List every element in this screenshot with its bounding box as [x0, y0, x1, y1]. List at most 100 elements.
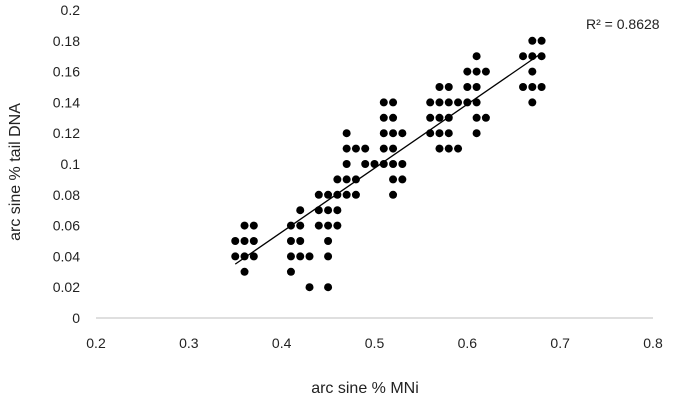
data-point	[472, 52, 481, 61]
data-point	[444, 144, 453, 153]
data-point	[398, 160, 407, 168]
data-point	[444, 113, 453, 122]
data-point	[528, 83, 537, 91]
data-point	[296, 237, 305, 245]
y-tick-label: 0.16	[53, 64, 80, 80]
data-point	[379, 98, 388, 107]
trendline	[234, 52, 542, 265]
y-tick-label: 0.04	[53, 248, 80, 264]
data-point	[342, 144, 351, 153]
data-point	[342, 129, 351, 138]
x-tick-label: 0.3	[179, 335, 199, 351]
data-point	[324, 283, 333, 292]
data-point	[296, 252, 305, 261]
data-point	[296, 206, 305, 215]
data-point	[519, 83, 528, 91]
data-point	[324, 237, 333, 245]
data-point	[463, 83, 472, 91]
data-point	[361, 144, 370, 153]
data-point	[249, 221, 258, 230]
data-point	[481, 67, 490, 76]
data-point	[528, 52, 537, 61]
y-tick-label: 0.2	[61, 2, 81, 18]
data-point	[398, 129, 407, 138]
data-point	[444, 129, 453, 138]
data-point	[426, 113, 435, 122]
data-point	[370, 160, 379, 168]
r-squared-annotation: R² = 0.8628	[586, 16, 660, 32]
data-point	[519, 52, 528, 61]
data-point	[333, 206, 342, 215]
data-point	[333, 175, 342, 184]
data-point	[231, 252, 240, 261]
x-axis-ticks: 0.2 0.3 0.4 0.5 0.6 0.7 0.8	[86, 335, 663, 351]
data-point	[528, 36, 537, 45]
data-point	[472, 98, 481, 107]
data-point	[389, 175, 398, 184]
y-tick-label: 0.18	[53, 33, 80, 49]
data-point	[305, 252, 314, 261]
data-point	[537, 52, 546, 61]
data-point	[240, 221, 249, 230]
data-point	[379, 144, 388, 153]
x-tick-label: 0.8	[643, 335, 663, 351]
data-point	[296, 221, 305, 230]
data-point	[528, 98, 537, 107]
data-point	[472, 129, 481, 138]
data-point	[351, 144, 360, 153]
data-point	[537, 83, 546, 91]
x-tick-label: 0.4	[272, 335, 292, 351]
data-point	[240, 237, 249, 245]
data-point	[286, 221, 295, 230]
data-point	[389, 113, 398, 122]
x-tick-label: 0.7	[550, 335, 570, 351]
y-tick-label: 0.02	[53, 279, 80, 295]
data-point	[324, 190, 333, 199]
y-tick-label: 0.08	[53, 187, 80, 203]
data-point	[472, 83, 481, 91]
data-point	[342, 160, 351, 168]
data-point	[324, 206, 333, 215]
data-point	[351, 190, 360, 199]
data-point	[435, 113, 444, 122]
data-point	[537, 36, 546, 45]
data-point	[305, 283, 314, 292]
data-point	[379, 160, 388, 168]
data-point	[286, 252, 295, 261]
data-point	[333, 221, 342, 230]
data-point	[314, 221, 323, 230]
data-point	[398, 175, 407, 184]
x-tick-label: 0.2	[86, 335, 106, 351]
data-point	[342, 175, 351, 184]
data-point	[379, 129, 388, 138]
data-point	[342, 190, 351, 199]
data-point	[435, 144, 444, 153]
data-point	[249, 252, 258, 261]
x-tick-label: 0.6	[458, 335, 478, 351]
data-point	[389, 144, 398, 153]
data-point	[481, 113, 490, 122]
data-point	[351, 175, 360, 184]
data-point	[361, 160, 370, 168]
data-point	[454, 98, 463, 107]
y-axis-title: arc sine % tail DNA	[7, 103, 24, 241]
data-point	[286, 267, 295, 276]
y-tick-label: 0.1	[61, 156, 81, 172]
data-point	[286, 237, 295, 245]
data-point	[389, 160, 398, 168]
data-point	[444, 98, 453, 107]
data-points	[231, 36, 546, 292]
data-point	[389, 98, 398, 107]
data-point	[472, 113, 481, 122]
data-point	[426, 98, 435, 107]
data-point	[314, 206, 323, 215]
data-point	[389, 190, 398, 199]
data-point	[528, 67, 537, 76]
y-tick-label: 0.12	[53, 125, 80, 141]
data-point	[444, 83, 453, 91]
data-point	[324, 221, 333, 230]
data-point	[463, 98, 472, 107]
data-point	[454, 144, 463, 153]
x-tick-label: 0.5	[365, 335, 385, 351]
